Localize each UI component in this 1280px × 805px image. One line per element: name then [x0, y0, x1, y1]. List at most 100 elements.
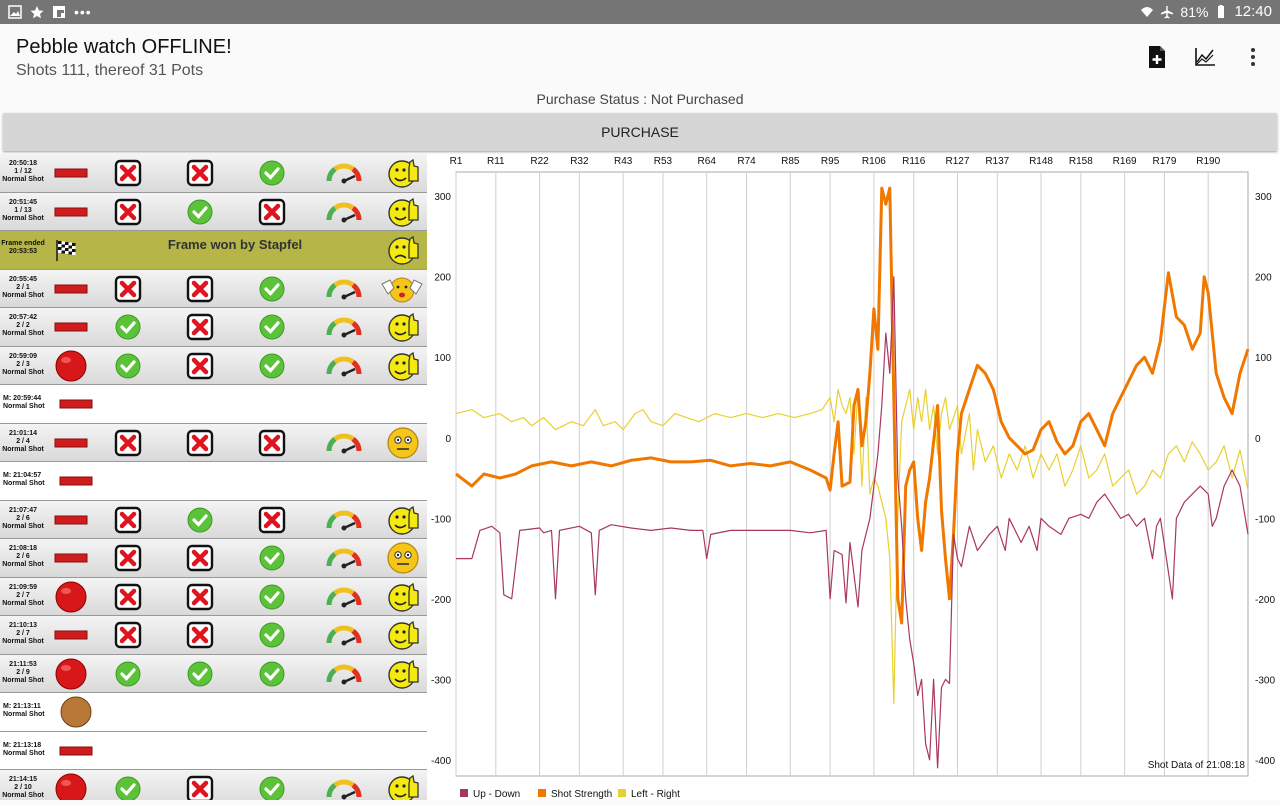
- shot-kind: Normal Shot: [2, 792, 44, 799]
- shot-kind: Normal Shot: [2, 291, 44, 299]
- fail-status-cell: [258, 429, 286, 457]
- face-cell: [386, 541, 419, 574]
- shot-num: 2 / 6: [16, 514, 30, 522]
- ball-cell: [51, 618, 88, 646]
- face-cell: [380, 272, 423, 302]
- face-cell: [386, 156, 419, 188]
- shot-row[interactable]: 21:07:47 2 / 6 Normal Shot: [0, 500, 427, 539]
- x-tick-label: R64: [698, 156, 717, 167]
- ball-cell: [51, 503, 88, 531]
- legend-swatch: [618, 789, 626, 797]
- shot-time: 21:09:59: [8, 583, 38, 591]
- miss-row[interactable]: M: 20:59:44 Normal Shot: [0, 385, 427, 424]
- airplane-icon: [1161, 5, 1174, 18]
- x-tick-label: R137: [985, 156, 1009, 167]
- shot-row[interactable]: 20:59:09 2 / 3 Normal Shot: [0, 346, 427, 385]
- add-file-button[interactable]: [1144, 44, 1170, 70]
- clock: 12:40: [1234, 3, 1272, 20]
- x-tick-label: R11: [487, 156, 505, 167]
- shot-row[interactable]: 20:55:45 2 / 1 Normal Shot: [0, 269, 427, 308]
- face-cell: [386, 310, 419, 342]
- shot-row[interactable]: 20:51:45 1 / 13 Normal Shot: [0, 192, 427, 231]
- shot-num: 2 / 1: [16, 283, 30, 291]
- shot-row[interactable]: 20:50:18 1 / 12 Normal Shot: [0, 154, 427, 193]
- ok-status-cell: [186, 198, 214, 226]
- ball-cell: [51, 541, 88, 569]
- y-tick-label-left: -400: [431, 756, 451, 767]
- shot-time: 21:08:18: [8, 545, 38, 552]
- frame-row[interactable]: Frame ended 20:53:53 Frame won by Stapfel: [0, 231, 427, 270]
- shot-time: 20:55:45 2 / 1 Normal Shot: [0, 276, 46, 300]
- shot-kind: Normal Shot: [3, 749, 45, 757]
- face-cell: [386, 580, 419, 612]
- x-tick-label: R53: [654, 156, 673, 167]
- shot-row[interactable]: 21:09:59 2 / 7 Normal Shot: [0, 577, 427, 616]
- ok-status-icon: [115, 661, 141, 686]
- legend-label: Shot Strength: [551, 789, 612, 800]
- shot-kind: Normal Shot: [3, 480, 45, 487]
- gauge-icon: [326, 163, 362, 184]
- shot-kind: Normal Shot: [3, 403, 45, 410]
- shot-row[interactable]: 21:10:13 2 / 7 Normal Shot: [0, 616, 427, 655]
- ok-status-cell: [258, 159, 286, 187]
- shot-time: 21:08:18 2 / 6 Normal Shot: [0, 545, 46, 569]
- fail-status-cell: [186, 775, 214, 800]
- ball-icon: [55, 581, 87, 612]
- purchase-status: Purchase Status : Not Purchased: [536, 91, 744, 107]
- shot-row[interactable]: 20:57:42 2 / 2 Normal Shot: [0, 308, 427, 347]
- ball-icon: [54, 284, 88, 293]
- shot-num: 1 / 13: [14, 206, 32, 214]
- shot-timestamp: M: 20:59:44: [3, 395, 42, 402]
- face-cell: [386, 657, 419, 689]
- shot-time: M: 20:59:44 Normal Shot: [0, 395, 52, 411]
- ball-icon: [54, 322, 88, 332]
- legend-swatch: [538, 789, 546, 797]
- fail-status-cell: [186, 429, 214, 457]
- ok-status-cell: [258, 275, 286, 303]
- fail-status-cell: [258, 198, 286, 226]
- shot-row[interactable]: 21:08:18 2 / 6 Normal Shot: [0, 539, 427, 578]
- chart-svg: R1 R11 R22 R32 R43 R53 R64 R74 R85 R95 R106 R116 R12…: [431, 156, 1275, 800]
- y-tick-label-left: 0: [445, 434, 451, 445]
- ball-cell: [51, 156, 88, 184]
- face-icon: [388, 659, 419, 689]
- shot-time: M: 21:13:18 Normal Shot: [0, 742, 52, 758]
- status-bar: ••• 81% 12:40: [0, 0, 1280, 24]
- miss-row[interactable]: M: 21:04:57 Normal Shot: [0, 462, 427, 501]
- gauge-cell: [326, 544, 362, 572]
- ok-status-icon: [259, 353, 285, 378]
- series-line-up-down: [456, 276, 1249, 769]
- shot-row[interactable]: 21:14:15 2 / 10 Normal Shot: [0, 770, 427, 800]
- miss-row[interactable]: M: 21:13:11 Normal Shot: [0, 693, 427, 732]
- shot-kind: Normal Shot: [2, 638, 44, 645]
- ball-cell: [56, 387, 93, 415]
- shot-time: 21:01:14: [8, 429, 38, 437]
- chart-button[interactable]: [1192, 44, 1218, 70]
- ok-status-cell: [258, 352, 286, 380]
- y-tick-label-right: -300: [1255, 675, 1275, 686]
- face-cell: [386, 233, 419, 265]
- overflow-menu-button[interactable]: [1240, 44, 1266, 70]
- shot-kind: Normal Shot: [2, 214, 44, 222]
- fail-status-icon: [186, 775, 214, 800]
- x-tick-label: R85: [781, 156, 800, 167]
- shot-row[interactable]: 21:01:14 2 / 4 Normal Shot: [0, 423, 427, 462]
- x-tick-label: R43: [614, 156, 633, 167]
- ball-icon: [54, 438, 88, 447]
- ball-cell: [56, 695, 92, 728]
- ok-status-cell: [258, 313, 286, 341]
- shot-kind: Normal Shot: [2, 176, 44, 183]
- x-tick-label: R22: [530, 156, 549, 167]
- purchase-button[interactable]: PURCHASE: [3, 113, 1277, 151]
- fail-status-cell: [186, 352, 214, 380]
- frame-time: Frame ended 20:53:53: [0, 240, 46, 256]
- miss-row[interactable]: M: 21:13:18 Normal Shot: [0, 731, 427, 770]
- gauge-icon: [326, 548, 362, 569]
- fail-status-icon: [114, 429, 142, 456]
- y-tick-label-left: -100: [431, 514, 451, 525]
- shot-row[interactable]: 21:11:53 2 / 9 Normal Shot: [0, 654, 427, 693]
- shot-kind: Normal Shot: [3, 711, 45, 718]
- shot-list[interactable]: 20:50:18 1 / 12 Normal Shot 20:51:45 1 / 13 N…: [0, 154, 427, 800]
- fail-status-icon: [114, 159, 142, 187]
- x-tick-label: R127: [946, 156, 970, 167]
